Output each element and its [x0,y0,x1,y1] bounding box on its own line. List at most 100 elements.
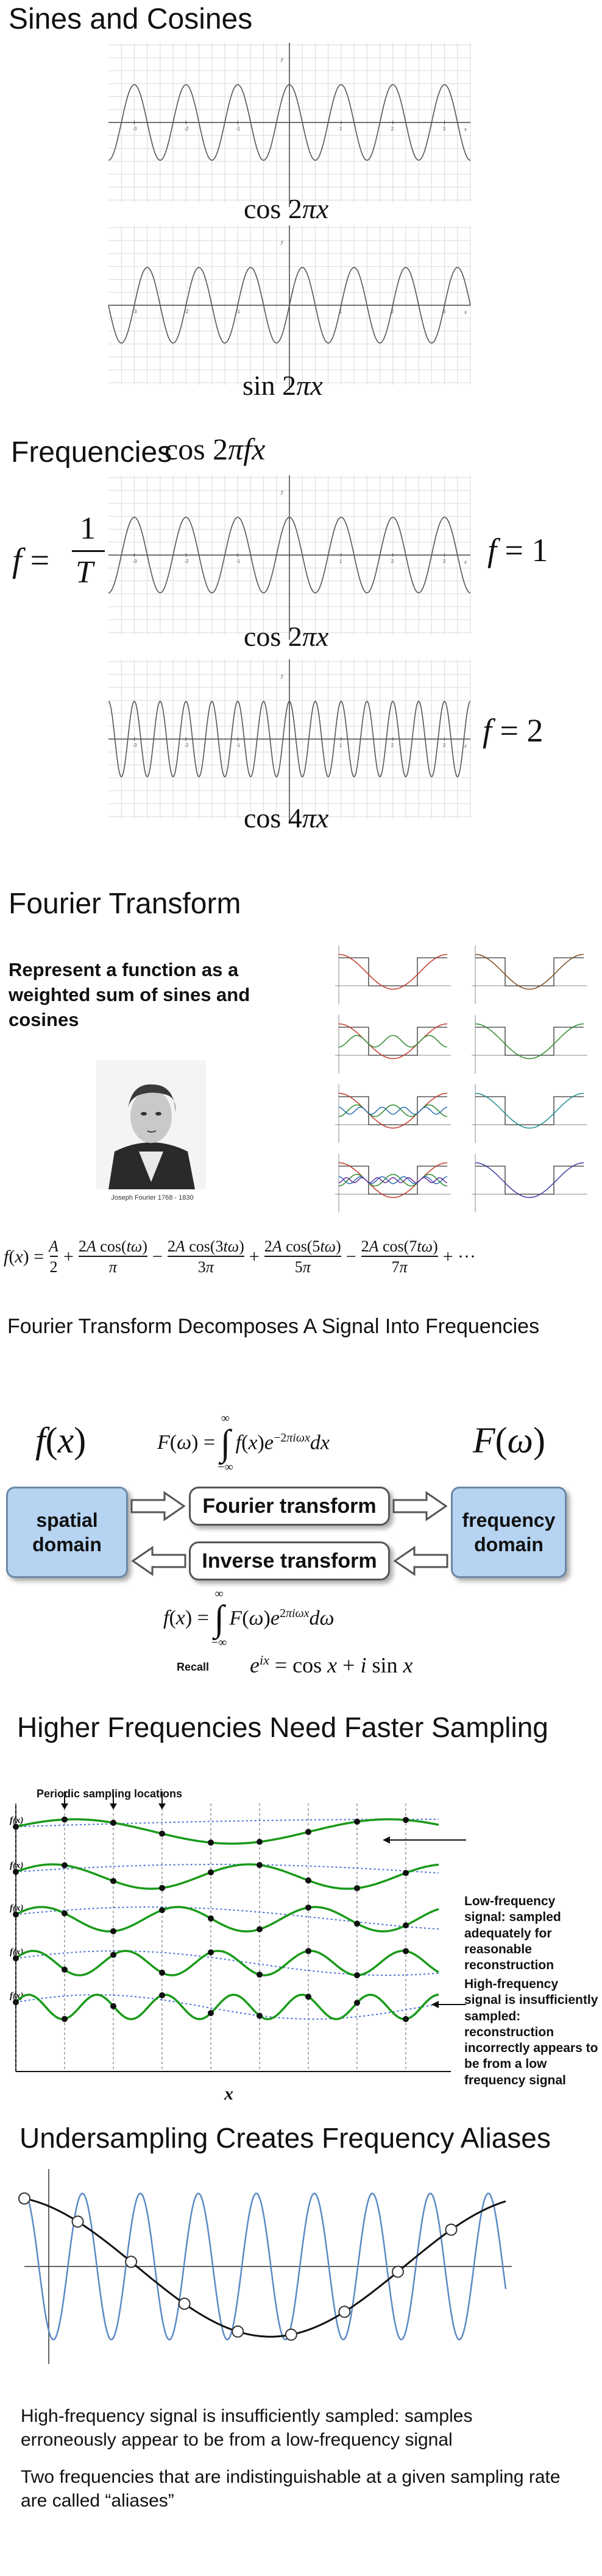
x-tick-label: -3 [132,309,137,314]
forward-transform-formula: F(ω) = ∞ ∫ −∞ f(x)e−2πiωxdx [157,1412,330,1474]
low-note-arrow-head [383,1836,390,1844]
frequencies-title-formula: cos 2πfx [165,432,266,466]
x-axis-label: x [464,559,467,565]
x-tick-label: 1 [339,743,342,748]
sample-point [403,1870,409,1877]
sample-point [208,2010,214,2017]
square-wave-cell [335,1015,451,1074]
cos-2pix-plot: y x -3 -2 -1 1 2 3 [108,43,471,207]
sample-point [110,1819,116,1826]
fourier-term-curve [339,954,447,990]
sample-point [13,1955,19,1962]
sample-point [403,1948,409,1955]
fourier-term-curve [475,1092,584,1129]
fourier-term-curve [339,1023,447,1060]
sample-point [13,1824,19,1830]
sampling-x-label: x [224,2084,233,2104]
sample-point [403,1817,409,1824]
x-tick-label: -1 [236,743,241,748]
fourier-term-curve [338,1177,448,1183]
x-tick-label: 2 [391,309,394,314]
fourier-term-curve [339,1104,447,1117]
square-wave-cell [335,946,451,1004]
y-axis-label: y [280,489,283,495]
fourier-transform-box: Fourier transform [189,1487,390,1526]
square-wave-cell [335,1154,451,1212]
fourier-term-curve [338,1176,448,1184]
x-tick-label: -1 [236,559,241,564]
signal-curve [15,1994,439,2020]
square-wave [339,1027,447,1056]
fourier-term-curve [475,954,584,990]
sample-point [13,1911,19,1918]
y-axis-label: y [280,56,283,62]
x-tick-label: -2 [184,743,189,748]
transform-arrows [130,1491,448,1576]
fourier-term-curve [338,1106,448,1115]
square-wave [339,957,447,986]
alias-sample-point [391,2265,404,2278]
inverse-arrow-right [393,1546,448,1576]
x-axis-label: x [464,126,467,132]
high-frequency-signal [24,2192,507,2341]
high-note-arrow-head [431,2001,439,2008]
sample-point [354,1818,360,1825]
alias-low-frequency-signal [24,2197,506,2338]
sample-point [305,1948,311,1955]
alias-text-1: High-frequency signal is insufficiently … [21,2406,473,2450]
sample-point [62,1862,68,1869]
alias-sample-point [445,2223,458,2236]
square-wave-cell [472,946,587,1004]
x-tick-label: 2 [391,126,394,132]
sample-point [257,1862,263,1869]
sin-2pix-label: sin 2πx [243,370,323,401]
fourier-term-curve [339,1092,447,1129]
inverse-transform-label: Inverse transform [202,1549,377,1573]
forward-arrow-left [130,1491,186,1521]
sample-point [62,1910,68,1917]
frequency-domain-label: frequency domain [462,1509,556,1555]
x-tick-label: -1 [236,126,241,132]
x-tick-label: -2 [184,309,189,314]
f1-label: f = 1 [487,532,548,568]
low-frequency-note: Low-frequency signal: sampled adequately… [464,1894,561,1972]
square-wave-cell [335,1085,451,1143]
alias-sample-point [285,2328,297,2341]
fourier-term-curve [339,1035,447,1048]
square-wave [475,1166,584,1195]
x-tick-label: -3 [132,743,137,748]
x-axis-label: x [464,309,467,315]
sample-point [257,1838,263,1845]
x-tick-label: 1 [339,559,342,564]
x-tick-label: 2 [391,559,394,564]
sample-point [208,1869,214,1876]
frequency-domain-box: frequency domain [451,1487,567,1578]
x-tick-label: 1 [339,126,342,132]
sample-point [110,1878,116,1884]
sample-point [208,1915,214,1922]
sample-point [354,1920,360,1927]
sample-point [159,1907,165,1914]
aliases-title: Undersampling Creates Frequency Aliases [19,2122,551,2154]
fourier-transform-title: Fourier Transform [9,888,241,920]
sample-point [159,1830,165,1837]
sample-point [305,1877,311,1884]
x-tick-label: 3 [443,126,446,132]
sample-point [110,2003,116,2009]
fourier-description: Represent a function as a weighted sum o… [9,959,250,1030]
cos-2pix-label-2: cos 2πx [244,621,329,652]
y-axis-label: y [280,239,283,245]
sample-point [403,2015,409,2022]
sample-point [403,1922,409,1929]
square-wave-approximations [335,946,587,1212]
x-tick-label: -2 [184,559,189,564]
sample-point [110,1928,116,1934]
alias-sample-point [178,2298,191,2310]
sample-point [13,1999,19,2006]
x-tick-label: 3 [443,743,446,748]
x-tick-label: -2 [184,126,189,132]
wave-curve [108,84,471,161]
alias-sample-point [232,2325,244,2338]
f-definition-denominator: T [76,555,93,590]
